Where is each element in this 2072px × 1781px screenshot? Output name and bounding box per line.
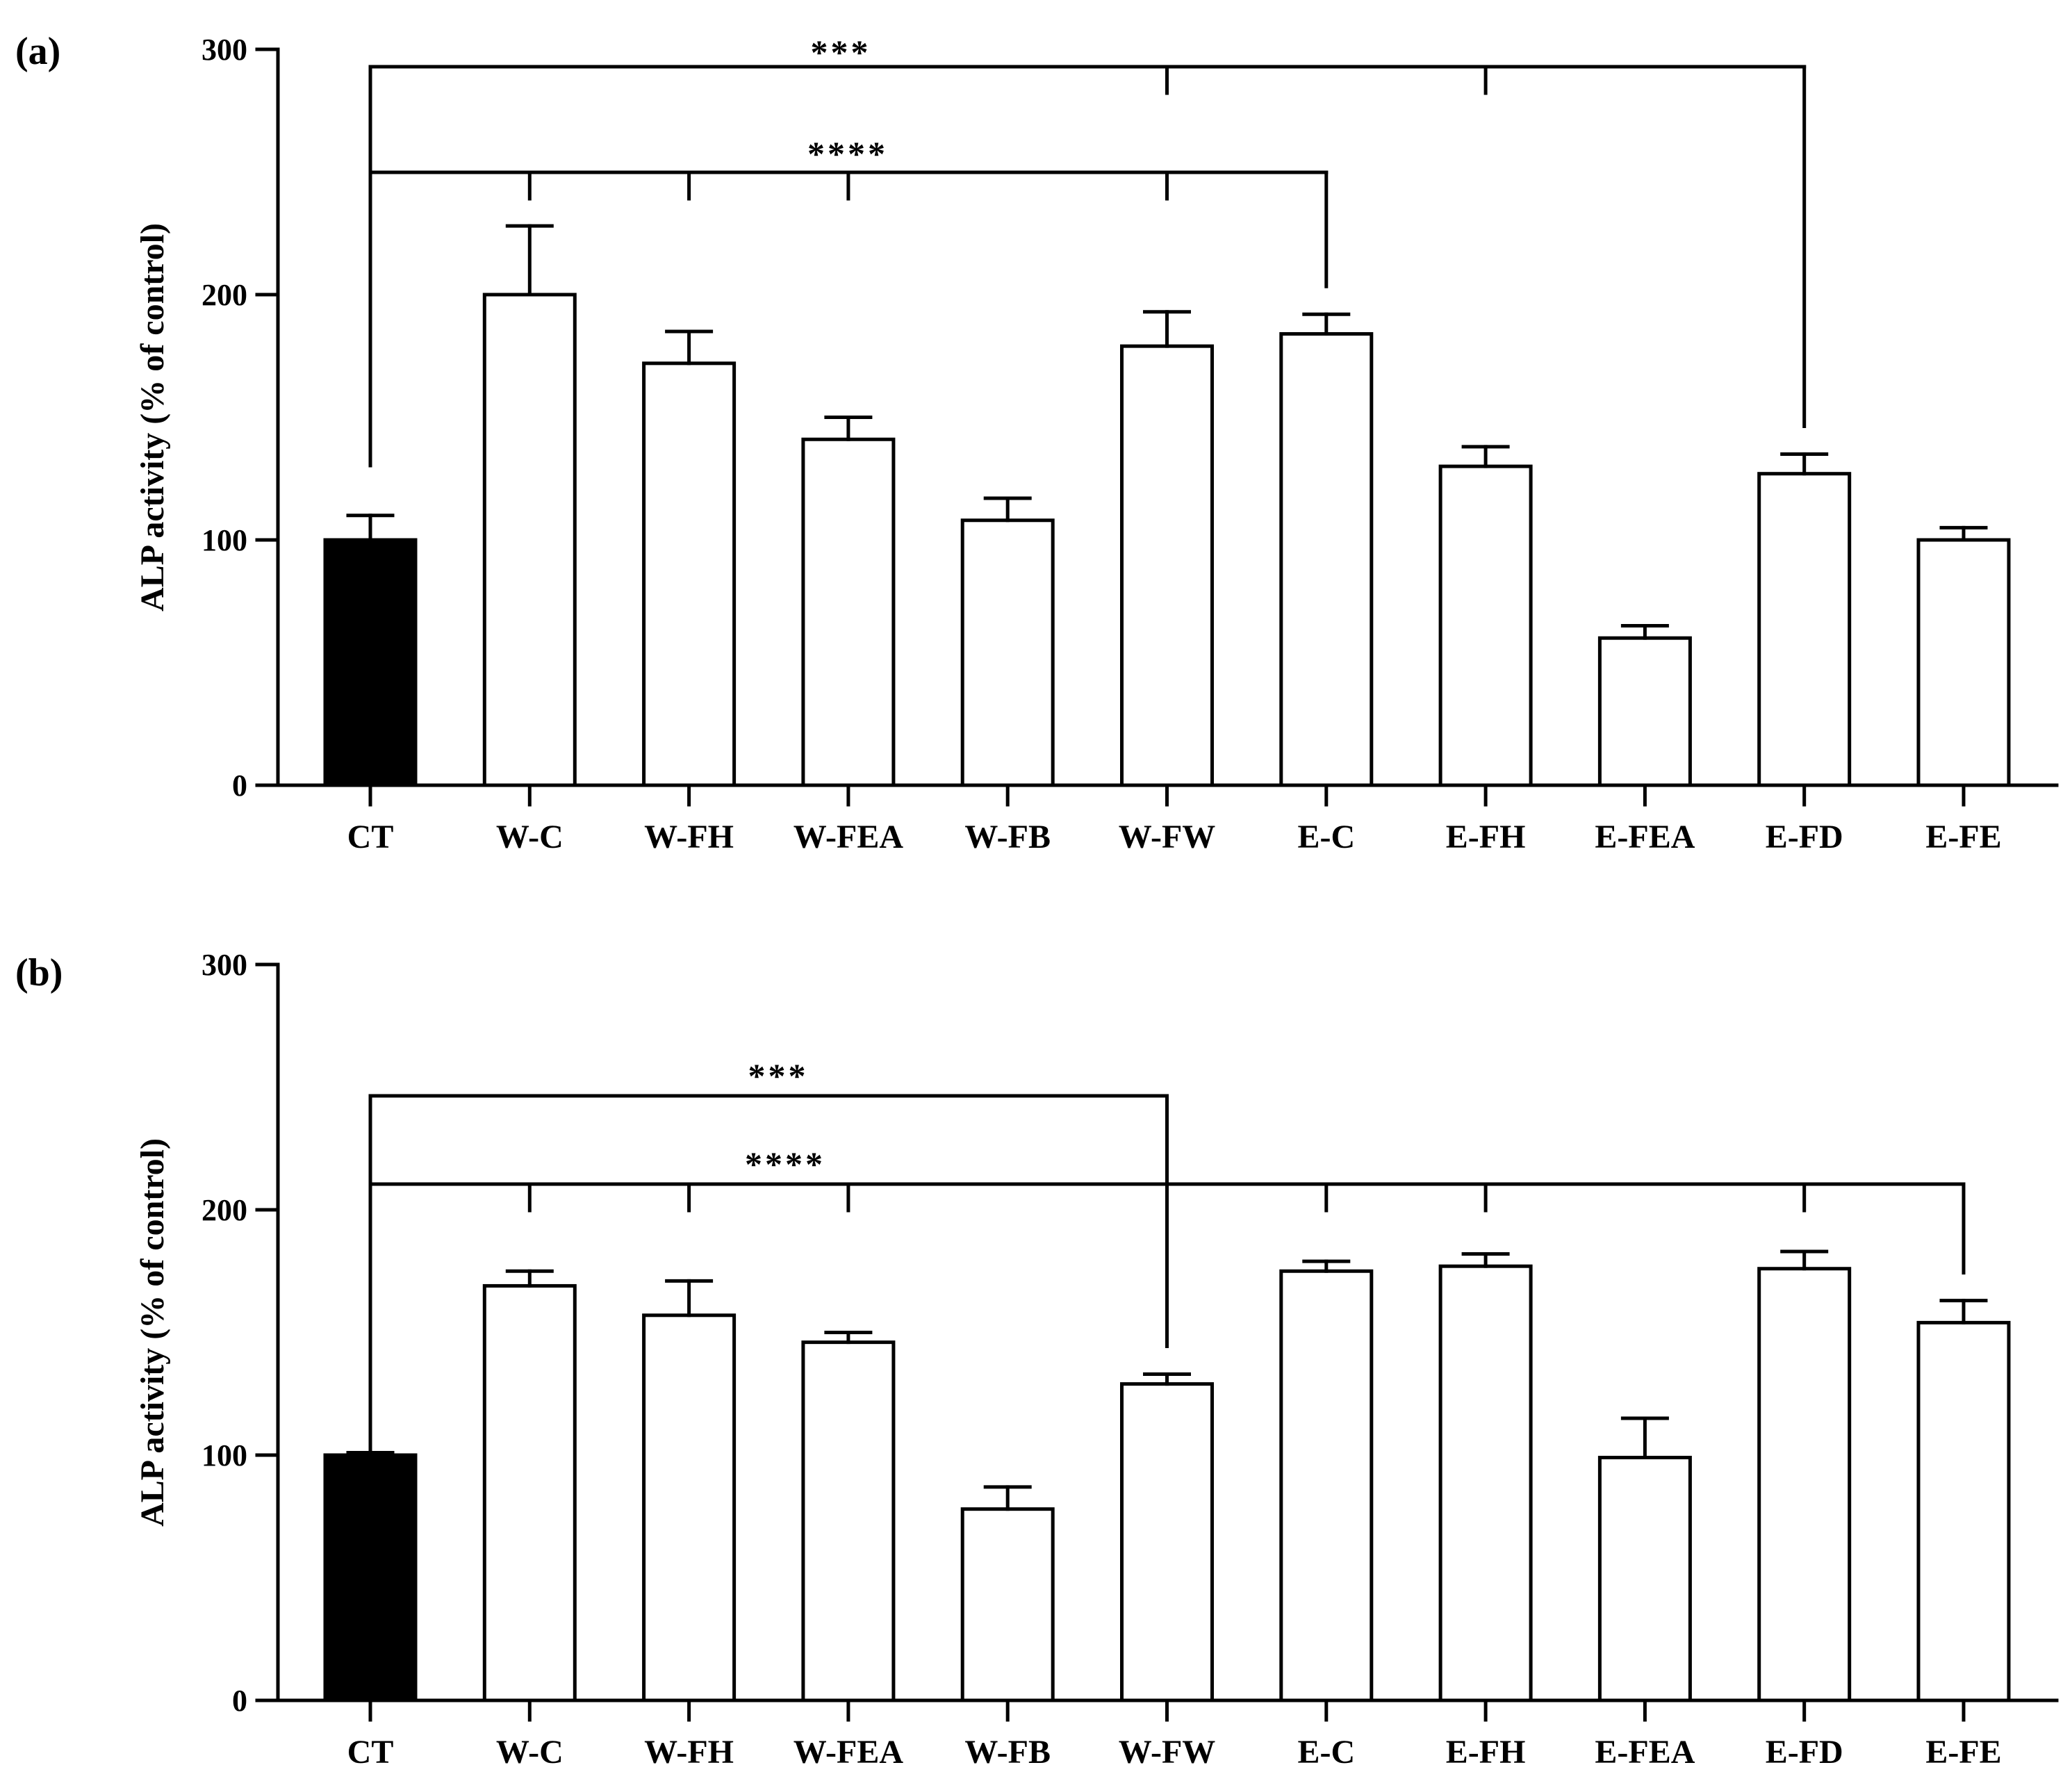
bar-W-FEA [801, 1340, 896, 1702]
x-tick-label: CT [347, 1734, 394, 1771]
y-tick-label: 300 [202, 33, 247, 67]
x-tick-label: E-FH [1446, 819, 1526, 855]
bar-W-FH [642, 361, 737, 787]
y-tick-label: 0 [232, 1684, 247, 1718]
x-tick-label: W-C [496, 819, 564, 855]
panel-label: (a) [15, 30, 60, 73]
x-tick-label: E-C [1297, 1734, 1355, 1771]
bar-W-FW [1120, 1382, 1214, 1702]
panel-a: (a) ALP activity (% of control) 0 100 200 300… [15, 30, 2059, 855]
bar-W-FEA [801, 437, 896, 787]
bar-E-FE [1916, 538, 2011, 787]
x-tick-label: E-FEA [1595, 819, 1695, 855]
y-tick-label: 100 [202, 523, 247, 557]
bar-E-FE [1916, 1320, 2011, 1702]
bar-W-FB [960, 1507, 1055, 1702]
x-tick-label: E-FE [1925, 1734, 2001, 1771]
significance-label: **** [745, 1144, 825, 1183]
y-tick-label: 200 [202, 278, 247, 312]
x-tick-label: E-FD [1766, 819, 1843, 855]
x-tick-label: W-FEA [794, 819, 904, 855]
bar-E-FH [1438, 464, 1533, 787]
bar-E-FD [1757, 472, 1852, 787]
bar-W-FH [642, 1313, 737, 1702]
x-tick-label: W-FW [1119, 819, 1216, 855]
y-axis-title: ALP activity (% of control) [134, 223, 171, 612]
x-tick-label: W-FW [1119, 1734, 1216, 1771]
x-tick-label: E-FD [1766, 1734, 1843, 1771]
x-tick-label: E-FEA [1595, 1734, 1695, 1771]
panel-label: (b) [15, 951, 63, 994]
x-tick-label: W-FB [964, 1734, 1051, 1771]
x-tick-label: E-C [1297, 819, 1355, 855]
x-tick-label: W-FB [964, 819, 1051, 855]
bar-E-FH [1438, 1264, 1533, 1702]
bar-W-C [482, 293, 577, 787]
bar-W-C [482, 1283, 577, 1702]
significance-label: **** [807, 134, 888, 173]
y-tick-label: 0 [232, 769, 247, 803]
bar-CT [323, 538, 418, 787]
bar-E-C [1279, 1269, 1374, 1702]
x-tick-label: E-FE [1925, 819, 2001, 855]
x-tick-label: E-FH [1446, 1734, 1526, 1771]
panel-b: (b) ALP activity (% of control) 0 100 200 300… [15, 948, 2059, 1771]
bar-E-FEA [1597, 1456, 1692, 1702]
bar-E-FEA [1597, 636, 1692, 787]
y-tick-label: 100 [202, 1438, 247, 1472]
y-tick-label: 300 [202, 948, 247, 982]
y-axis-title: ALP activity (% of control) [134, 1138, 171, 1527]
bar-CT [323, 1453, 418, 1702]
x-tick-label: W-FEA [794, 1734, 904, 1771]
x-tick-label: W-C [496, 1734, 564, 1771]
x-tick-label: CT [347, 819, 394, 855]
significance-label: *** [748, 1056, 809, 1095]
bar-W-FB [960, 518, 1055, 787]
x-tick-label: W-FH [644, 1734, 734, 1771]
y-tick-label: 200 [202, 1193, 247, 1227]
bar-E-C [1279, 331, 1374, 787]
x-tick-label: W-FH [644, 819, 734, 855]
significance-label: *** [811, 33, 871, 72]
bar-W-FW [1120, 344, 1214, 787]
bar-E-FD [1757, 1267, 1852, 1702]
